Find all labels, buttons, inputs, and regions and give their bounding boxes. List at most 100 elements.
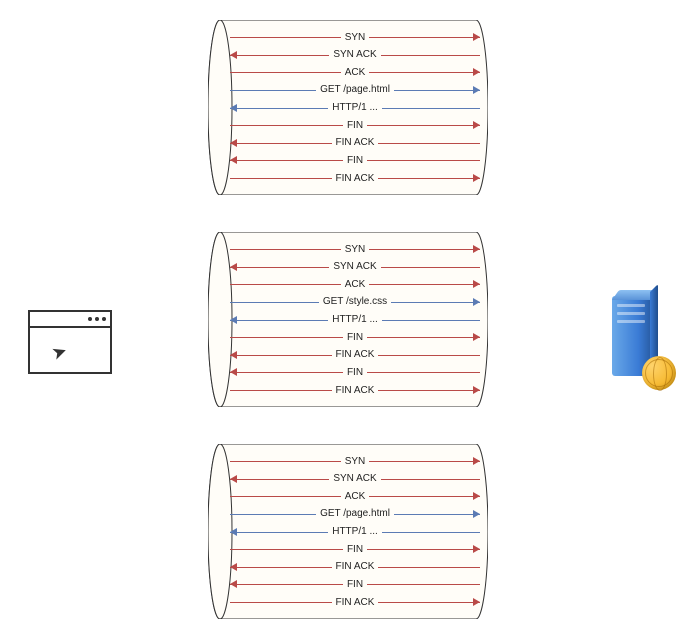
- arrowhead-icon: [230, 351, 237, 359]
- message-label: HTTP/1 ...: [328, 314, 382, 325]
- message-row: GET /page.html: [230, 83, 480, 97]
- arrowhead-icon: [230, 263, 237, 271]
- message-label: FIN: [343, 155, 367, 166]
- arrowhead-icon: [473, 545, 480, 553]
- message-label: FIN ACK: [332, 349, 379, 360]
- message-label: FIN ACK: [332, 597, 379, 608]
- cylinder-content: SYN SYN ACK ACK GET /style.css HTTP/1 ... FIN…: [230, 240, 480, 399]
- message-label: FIN: [343, 120, 367, 131]
- arrowhead-icon: [230, 156, 237, 164]
- message-label: SYN: [341, 32, 370, 43]
- diagram-canvas: ➤ SYN SYN ACK ACK GET /page.html HTTP/1 ... F…: [0, 0, 692, 643]
- arrowhead-icon: [473, 280, 480, 288]
- message-row: FIN ACK: [230, 348, 480, 362]
- globe-icon: [642, 356, 676, 390]
- message-row: ACK: [230, 277, 480, 291]
- message-row: FIN: [230, 153, 480, 167]
- message-row: GET /page.html: [230, 507, 480, 521]
- message-label: GET /page.html: [316, 84, 394, 95]
- message-label: ACK: [341, 67, 370, 78]
- browser-titlebar: [30, 312, 110, 328]
- browser-body: ➤: [30, 328, 110, 372]
- message-label: FIN ACK: [332, 137, 379, 148]
- window-dot: [88, 317, 92, 321]
- connection-cylinder: SYN SYN ACK ACK GET /style.css HTTP/1 ... FIN…: [208, 232, 488, 407]
- server-icon: [612, 296, 672, 386]
- message-label: HTTP/1 ...: [328, 102, 382, 113]
- connection-cylinder: SYN SYN ACK ACK GET /page.html HTTP/1 ... FIN…: [208, 444, 488, 619]
- message-label: SYN ACK: [329, 473, 380, 484]
- message-row: FIN: [230, 577, 480, 591]
- message-row: SYN ACK: [230, 48, 480, 62]
- message-label: FIN ACK: [332, 173, 379, 184]
- message-label: HTTP/1 ...: [328, 526, 382, 537]
- message-label: FIN: [343, 544, 367, 555]
- arrowhead-icon: [473, 598, 480, 606]
- arrowhead-icon: [473, 33, 480, 41]
- message-row: SYN ACK: [230, 472, 480, 486]
- arrowhead-icon: [473, 86, 480, 94]
- arrowhead-icon: [230, 51, 237, 59]
- message-row: FIN ACK: [230, 383, 480, 397]
- cursor-icon: ➤: [49, 340, 70, 365]
- message-row: HTTP/1 ...: [230, 313, 480, 327]
- message-row: FIN ACK: [230, 595, 480, 609]
- arrowhead-icon: [230, 316, 237, 324]
- message-row: GET /style.css: [230, 295, 480, 309]
- message-row: HTTP/1 ...: [230, 101, 480, 115]
- message-row: HTTP/1 ...: [230, 525, 480, 539]
- cylinder-content: SYN SYN ACK ACK GET /page.html HTTP/1 ... FIN…: [230, 28, 480, 187]
- window-dot: [95, 317, 99, 321]
- arrowhead-icon: [230, 104, 237, 112]
- message-label: FIN: [343, 579, 367, 590]
- server-slot: [617, 312, 645, 315]
- message-row: FIN ACK: [230, 136, 480, 150]
- server-slot: [617, 320, 645, 323]
- message-label: ACK: [341, 279, 370, 290]
- message-row: FIN: [230, 330, 480, 344]
- arrowhead-icon: [230, 563, 237, 571]
- message-row: FIN: [230, 365, 480, 379]
- message-label: GET /page.html: [316, 508, 394, 519]
- server-slot: [617, 304, 645, 307]
- arrowhead-icon: [230, 475, 237, 483]
- window-dot: [102, 317, 106, 321]
- message-label: SYN: [341, 244, 370, 255]
- message-row: FIN ACK: [230, 171, 480, 185]
- arrowhead-icon: [230, 580, 237, 588]
- message-label: FIN ACK: [332, 561, 379, 572]
- message-label: SYN ACK: [329, 261, 380, 272]
- message-row: FIN: [230, 118, 480, 132]
- message-label: SYN: [341, 456, 370, 467]
- message-label: FIN: [343, 332, 367, 343]
- message-row: SYN: [230, 30, 480, 44]
- message-row: FIN ACK: [230, 560, 480, 574]
- message-row: FIN: [230, 542, 480, 556]
- arrowhead-icon: [230, 368, 237, 376]
- message-label: FIN ACK: [332, 385, 379, 396]
- message-label: FIN: [343, 367, 367, 378]
- message-label: SYN ACK: [329, 49, 380, 60]
- arrowhead-icon: [230, 528, 237, 536]
- arrowhead-icon: [473, 121, 480, 129]
- arrowhead-icon: [473, 68, 480, 76]
- message-label: GET /style.css: [319, 296, 391, 307]
- browser-icon: ➤: [28, 310, 112, 374]
- message-row: SYN: [230, 242, 480, 256]
- arrowhead-icon: [473, 510, 480, 518]
- message-row: SYN: [230, 454, 480, 468]
- message-row: SYN ACK: [230, 260, 480, 274]
- arrowhead-icon: [473, 298, 480, 306]
- message-row: ACK: [230, 489, 480, 503]
- cylinder-content: SYN SYN ACK ACK GET /page.html HTTP/1 ... FIN…: [230, 452, 480, 611]
- arrowhead-icon: [230, 139, 237, 147]
- message-label: ACK: [341, 491, 370, 502]
- message-row: ACK: [230, 65, 480, 79]
- arrowhead-icon: [473, 386, 480, 394]
- connection-cylinder: SYN SYN ACK ACK GET /page.html HTTP/1 ... FIN…: [208, 20, 488, 195]
- arrowhead-icon: [473, 245, 480, 253]
- arrowhead-icon: [473, 457, 480, 465]
- arrowhead-icon: [473, 333, 480, 341]
- arrowhead-icon: [473, 492, 480, 500]
- arrowhead-icon: [473, 174, 480, 182]
